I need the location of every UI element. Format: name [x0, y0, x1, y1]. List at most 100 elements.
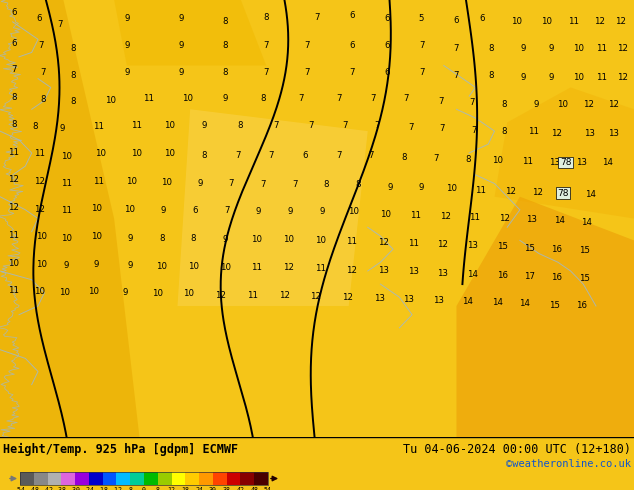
Text: 13: 13	[608, 129, 619, 138]
Text: 10: 10	[219, 263, 231, 272]
Text: 13: 13	[433, 296, 444, 305]
Text: 13: 13	[437, 269, 448, 278]
Text: 11: 11	[469, 213, 480, 222]
Text: 9: 9	[124, 68, 129, 76]
Bar	[158, 472, 172, 485]
Text: 7: 7	[419, 68, 424, 76]
Text: Height/Temp. 925 hPa [gdpm] ECMWF: Height/Temp. 925 hPa [gdpm] ECMWF	[3, 443, 238, 456]
Polygon shape	[0, 0, 139, 437]
Text: 7: 7	[299, 94, 304, 103]
Bar	[213, 472, 227, 485]
Text: 12: 12	[215, 291, 226, 299]
Text: 10: 10	[36, 232, 47, 242]
Text: 7: 7	[39, 41, 44, 50]
Text: 8: 8	[489, 71, 494, 80]
Text: 10: 10	[88, 288, 100, 296]
Text: 11: 11	[595, 45, 607, 53]
Text: 9: 9	[127, 261, 133, 270]
Text: 6: 6	[349, 41, 354, 50]
Bar	[172, 472, 185, 485]
Text: 8: 8	[261, 94, 266, 103]
Text: 10: 10	[573, 74, 584, 82]
Text: 11: 11	[131, 122, 142, 130]
Text: 9: 9	[124, 14, 129, 23]
Text: 14: 14	[585, 190, 597, 199]
Text: 8: 8	[324, 180, 329, 189]
Text: 9: 9	[549, 45, 554, 53]
Text: 15: 15	[524, 244, 535, 253]
Text: 12: 12	[346, 266, 358, 274]
Text: 7: 7	[264, 41, 269, 50]
Text: 11: 11	[8, 147, 20, 157]
Text: 12: 12	[583, 99, 594, 108]
Text: 10: 10	[541, 17, 552, 26]
Text: 12: 12	[310, 292, 321, 301]
Text: 9: 9	[123, 288, 128, 297]
Text: 11: 11	[595, 74, 607, 82]
Text: 14: 14	[581, 218, 592, 226]
Text: 12: 12	[167, 487, 176, 490]
Text: 6: 6	[454, 17, 459, 25]
Text: 8: 8	[223, 17, 228, 26]
Text: 78: 78	[560, 158, 571, 167]
Text: 9: 9	[549, 74, 554, 82]
Bar	[199, 472, 213, 485]
Bar	[48, 472, 61, 485]
Text: 7: 7	[470, 98, 475, 107]
Text: 7: 7	[11, 66, 16, 74]
Text: 11: 11	[410, 211, 421, 220]
Text: 9: 9	[202, 122, 207, 130]
Text: 8: 8	[159, 234, 164, 243]
Text: 12: 12	[498, 214, 510, 223]
Text: 11: 11	[143, 94, 155, 103]
Text: 11: 11	[61, 179, 72, 188]
Text: 38: 38	[223, 487, 231, 490]
Text: 10: 10	[61, 152, 72, 161]
Text: 7: 7	[308, 122, 313, 130]
Text: 8: 8	[402, 153, 407, 162]
Text: 17: 17	[524, 272, 535, 281]
Text: 11: 11	[475, 186, 486, 195]
Text: 11: 11	[93, 177, 104, 186]
Text: -54: -54	[14, 487, 26, 490]
Bar	[144, 472, 158, 485]
Text: 48: 48	[250, 487, 258, 490]
Text: 16: 16	[551, 245, 562, 254]
Text: 8: 8	[237, 122, 242, 130]
Text: 15: 15	[549, 300, 560, 310]
Text: 9: 9	[223, 94, 228, 103]
Text: 7: 7	[314, 13, 320, 22]
Text: 7: 7	[349, 68, 354, 76]
Text: 7: 7	[370, 94, 375, 103]
Bar	[103, 472, 117, 485]
Text: 12: 12	[593, 17, 605, 26]
Text: 9: 9	[533, 99, 538, 108]
Text: 8: 8	[191, 234, 196, 243]
Text: 8: 8	[11, 120, 16, 129]
Text: 9: 9	[197, 179, 202, 188]
Text: 12: 12	[8, 203, 20, 212]
Text: 11: 11	[34, 149, 45, 158]
Text: 12: 12	[439, 212, 451, 221]
Text: 10: 10	[59, 288, 70, 297]
Text: 11: 11	[568, 17, 579, 26]
Text: 13: 13	[560, 189, 571, 197]
Text: 9: 9	[60, 124, 65, 133]
Text: 8: 8	[501, 126, 507, 136]
Text: 14: 14	[492, 298, 503, 307]
Text: 24: 24	[195, 487, 203, 490]
Polygon shape	[456, 196, 634, 437]
Text: 14: 14	[462, 297, 474, 306]
Text: 9: 9	[94, 260, 99, 269]
Text: 10: 10	[446, 184, 457, 194]
Text: 11: 11	[528, 127, 540, 137]
Text: 9: 9	[419, 183, 424, 193]
Text: 7: 7	[343, 122, 348, 130]
Text: 10: 10	[8, 259, 20, 268]
Text: 9: 9	[288, 207, 293, 217]
Text: 9: 9	[521, 74, 526, 82]
Text: 10: 10	[94, 149, 106, 158]
Text: 13: 13	[549, 158, 560, 167]
Text: 7: 7	[375, 122, 380, 130]
Text: 30: 30	[209, 487, 217, 490]
